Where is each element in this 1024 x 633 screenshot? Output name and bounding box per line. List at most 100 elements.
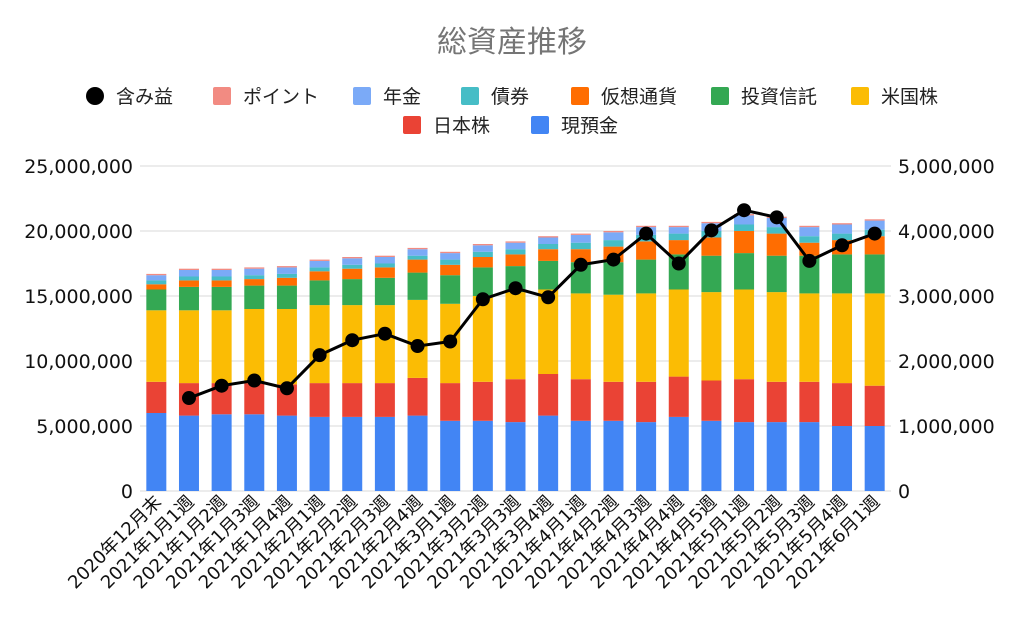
bar-投資信託 [342,279,363,306]
bar-仮想通貨 [538,249,559,261]
y-right-tick-label: 0 [898,481,910,503]
y-left-tick-label: 0 [121,481,133,503]
point-含み益 [345,333,360,348]
y-axis-right: 0 1,000,000 2,000,000 3,000,000 4,000,000 5,0… [898,156,995,503]
bar-債券 [211,276,232,281]
bar-米国株 [472,296,493,382]
point-含み益 [704,223,719,238]
bar-年金 [244,268,265,276]
y-left-tick-label: 5,000,000 [36,416,133,438]
bar-現預金 [146,413,167,491]
bar-ポイント [146,273,167,276]
bar-現預金 [472,420,493,491]
bar-債券 [603,240,624,247]
bar-年金 [668,227,689,234]
bar-ポイント [244,267,265,269]
bar-仮想通貨 [407,259,428,273]
bar-仮想通貨 [276,277,297,286]
bar-債券 [570,242,591,250]
point-含み益 [312,348,327,363]
bar-米国株 [538,289,559,374]
bar-米国株 [570,293,591,380]
bar-投資信託 [701,255,722,293]
bar-仮想通貨 [374,267,395,278]
bar-現預金 [734,422,755,491]
bar-債券 [146,280,167,285]
bar-現預金 [538,415,559,491]
point-含み益 [769,210,784,225]
bar-債券 [244,275,265,280]
bar-投資信託 [440,275,461,304]
bar-投資信託 [636,259,657,294]
bar-ポイント [636,225,657,228]
point-含み益 [737,203,752,218]
bar-現預金 [505,422,526,491]
legend-swatch [461,87,479,105]
bar-年金 [734,215,755,225]
bar-現預金 [603,420,624,491]
legend-swatch [403,116,421,134]
line-含み益 [188,208,876,400]
y-right-tick-label: 4,000,000 [898,221,995,243]
bar-ポイント [342,257,363,259]
bar-米国株 [799,293,820,382]
point-含み益 [835,238,850,253]
bar-投資信託 [407,272,428,300]
bar-投資信託 [374,277,395,306]
bar-投資信託 [276,285,297,309]
y-right-tick-label: 2,000,000 [898,351,995,373]
bar-債券 [734,224,755,231]
bar-日本株 [440,383,461,421]
bar-債券 [799,236,820,243]
bar-米国株 [766,292,787,382]
point-含み益 [247,373,262,388]
bar-日本株 [309,383,330,417]
bar-年金 [374,257,395,264]
bar-債券 [440,259,461,265]
point-含み益 [671,256,686,271]
y-left-tick-label: 25,000,000 [24,156,133,178]
line-series [181,203,882,406]
bar-ポイント [538,236,559,238]
bar-ポイント [178,268,199,270]
bar-米国株 [374,305,395,384]
bar-ポイント [505,241,526,243]
bar-現預金 [766,422,787,491]
bar-仮想通貨 [668,240,689,255]
bar-債券 [832,233,853,241]
chart-title: 総資産推移 [437,25,587,60]
point-含み益 [639,226,654,241]
bar-ポイント [440,251,461,254]
legend-label: 投資信託 [741,86,817,108]
bar-日本株 [374,383,395,417]
bar-日本株 [407,377,428,416]
bar-日本株 [570,379,591,421]
bar-米国株 [734,289,755,380]
legend-label: 債券 [491,86,529,108]
bar-米国株 [309,305,330,384]
bar-ポイント [603,231,624,233]
bar-ポイント [472,244,493,246]
point-含み益 [377,326,392,341]
bar-年金 [178,270,199,277]
bar-投資信託 [309,280,330,306]
point-含み益 [443,334,458,349]
bar-ポイント [864,219,885,221]
bar-年金 [309,260,330,268]
bar-債券 [178,276,199,281]
bar-仮想通貨 [309,271,330,281]
bar-米国株 [864,293,885,386]
bar-仮想通貨 [146,284,167,290]
legend-swatch [851,87,869,105]
y-axis-left: 0 5,000,000 10,000,000 15,000,000 20,000,000… [24,156,133,503]
legend-label: 年金 [383,86,421,108]
bar-ポイント [276,266,297,268]
bar-現預金 [668,416,689,491]
bar-仮想通貨 [734,231,755,254]
point-含み益 [573,257,588,272]
bar-年金 [472,245,493,252]
bar-年金 [440,253,461,260]
bar-年金 [407,249,428,256]
bar-現預金 [636,422,657,491]
